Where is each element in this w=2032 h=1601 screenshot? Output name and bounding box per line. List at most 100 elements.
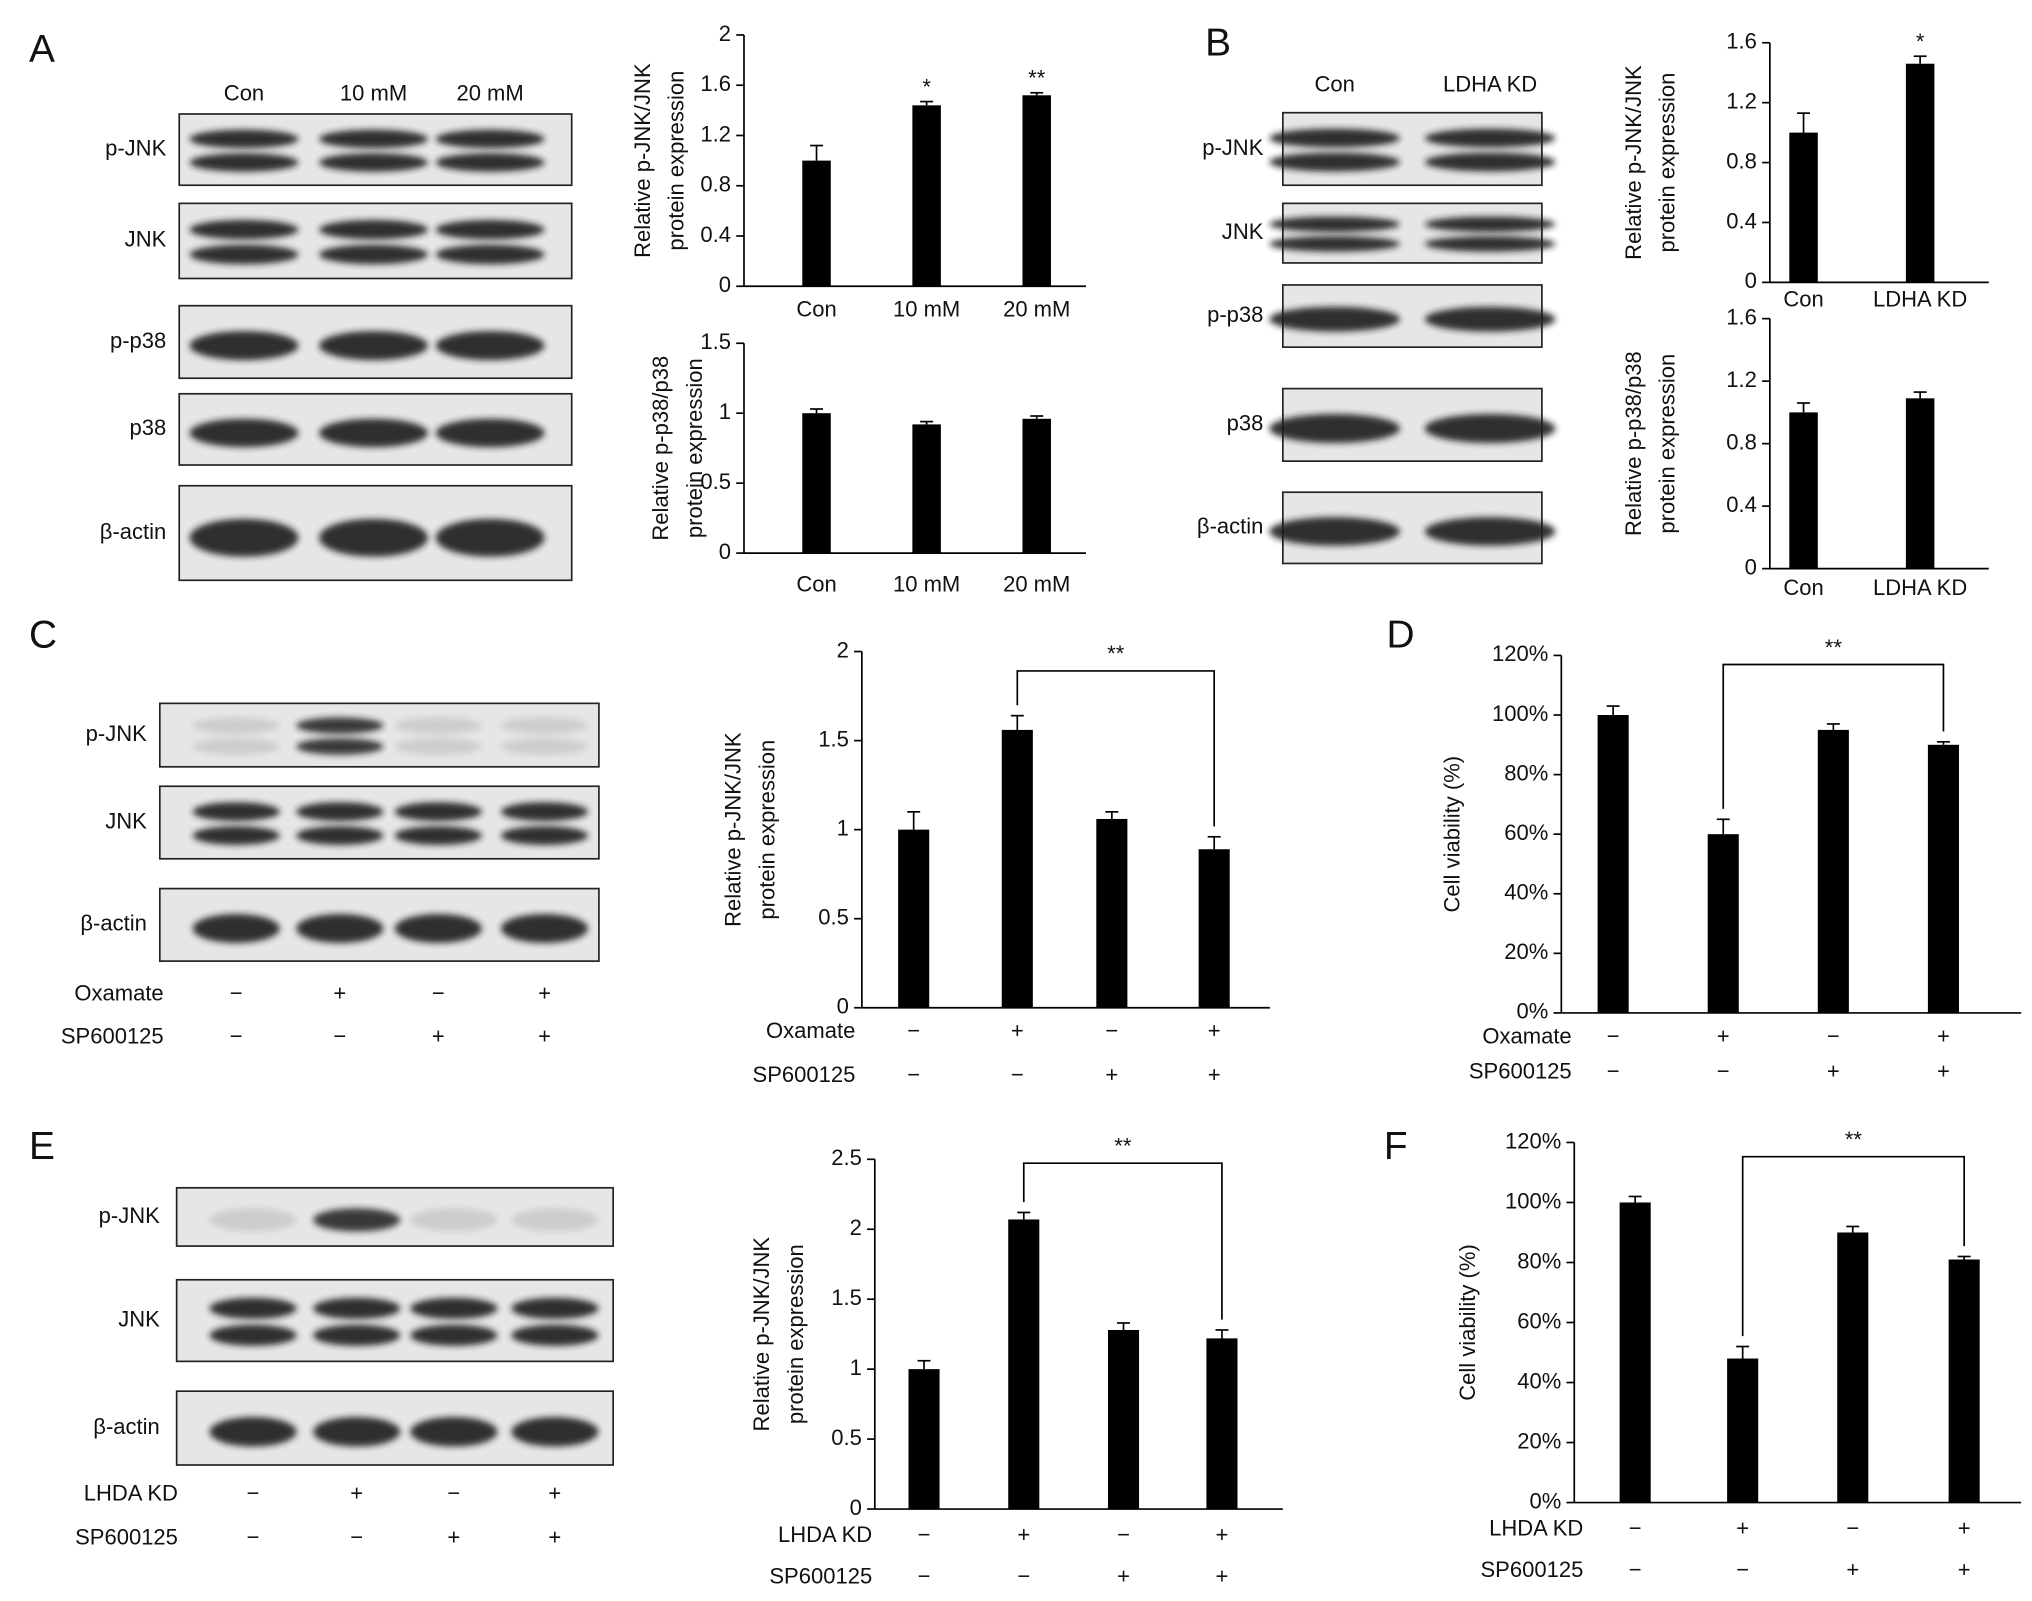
blot-row-label: JNK	[105, 808, 147, 833]
blot-band	[1269, 152, 1400, 172]
treatment-sign: −	[247, 1525, 260, 1550]
bar	[898, 829, 930, 1008]
treatment-sign: +	[1208, 1062, 1221, 1087]
treatment-sign: +	[1958, 1516, 1971, 1541]
y-tick-label: 120%	[1492, 641, 1548, 666]
blot-band	[1269, 306, 1400, 332]
treatment-sign: +	[1011, 1018, 1024, 1043]
treatment-sign: −	[230, 981, 243, 1006]
blot-band	[189, 244, 299, 265]
significance-label: *	[1916, 29, 1925, 54]
bar	[1008, 1219, 1040, 1510]
blot-band	[410, 1324, 498, 1346]
treatment-sign: −	[907, 1018, 920, 1043]
bar	[912, 105, 941, 287]
treatment-sign: −	[432, 981, 445, 1006]
bar	[802, 413, 831, 554]
treatment-name: Oxamate	[1482, 1023, 1571, 1048]
treatment-sign: +	[447, 1525, 460, 1550]
blot-box	[158, 785, 600, 860]
y-axis-label: Relative p-JNK/JNK	[721, 732, 746, 927]
significance-label: **	[1028, 66, 1046, 91]
y-axis-label: protein expression	[1655, 73, 1680, 253]
blot-row-label: p-JNK	[86, 721, 147, 746]
comparison-label: **	[1107, 641, 1125, 666]
treatment-sign: +	[1017, 1522, 1030, 1547]
blot-band	[319, 129, 428, 149]
error-bar	[1017, 1211, 1031, 1220]
y-tick-label: 0	[850, 1495, 862, 1520]
blot-row-label: β-actin	[1197, 514, 1264, 539]
treatment-sign: −	[230, 1023, 243, 1048]
treatment-sign: −	[1736, 1557, 1749, 1582]
y-axis-label: protein expression	[783, 1244, 808, 1424]
x-tick-label: 10 mM	[893, 297, 960, 322]
blot-band	[209, 1417, 297, 1447]
y-tick-label: 1.5	[831, 1285, 862, 1310]
blot-band	[296, 802, 384, 822]
blot-band	[500, 802, 589, 822]
blot-band	[511, 1417, 599, 1447]
blot-band	[313, 1417, 401, 1447]
blot-band	[313, 1324, 401, 1346]
y-tick-label: 0	[719, 272, 731, 297]
blot-band	[435, 331, 545, 361]
y-tick-label: 0.5	[700, 469, 731, 494]
blot-band	[500, 913, 589, 943]
blot-band	[313, 1208, 401, 1232]
blot-band	[1424, 128, 1556, 148]
bar	[1905, 398, 1935, 569]
blot-band	[1424, 306, 1556, 332]
blot-band	[319, 518, 428, 557]
y-axis-label: Relative p-JNK/JNK	[1621, 65, 1646, 260]
treatment-name: LHDA KD	[84, 1481, 178, 1506]
blot-band	[296, 826, 384, 846]
y-tick-label: 2	[850, 1215, 862, 1240]
treatment-sign: +	[548, 1481, 561, 1506]
blot-band	[189, 219, 299, 240]
y-tick-label: 2	[837, 637, 849, 662]
blot-band	[511, 1324, 599, 1346]
significance-label: *	[922, 74, 931, 99]
y-axis-label: protein expression	[664, 71, 689, 251]
treatment-sign: +	[1216, 1563, 1229, 1588]
error-bar	[920, 100, 934, 106]
y-axis-label: Relative p-JNK/JNK	[749, 1237, 774, 1432]
x-tick-label: Con	[796, 571, 836, 596]
blot-row-label: p-JNK	[105, 135, 166, 160]
comparison-label: **	[1845, 1127, 1863, 1152]
blot-box	[1281, 202, 1543, 264]
blot-band	[1424, 152, 1556, 172]
y-axis-label: Cell viability (%)	[1440, 756, 1465, 913]
blot-band	[1269, 216, 1400, 232]
bar	[1096, 818, 1128, 1008]
blot-band	[189, 331, 299, 361]
treatment-sign: −	[1827, 1023, 1840, 1048]
blot-box	[1281, 111, 1543, 187]
blot-band	[1424, 517, 1556, 546]
y-tick-label: 80%	[1504, 760, 1548, 785]
blot-band	[319, 153, 428, 172]
blot-row-label: p38	[1227, 411, 1264, 436]
blot-band	[435, 518, 545, 557]
blot-band	[511, 1297, 599, 1319]
treatment-sign: +	[538, 981, 551, 1006]
blot-band	[192, 826, 280, 846]
blot-row-label: β-actin	[100, 519, 167, 544]
bar	[1905, 63, 1935, 283]
blot-band	[410, 1297, 498, 1319]
treatment-sign: −	[1607, 1058, 1620, 1083]
y-tick-label: 0.4	[1726, 492, 1757, 517]
blot-band	[296, 913, 384, 943]
error-bar	[1105, 810, 1119, 819]
panel-label: A	[29, 28, 55, 71]
blot-band	[435, 418, 545, 448]
y-axis-label: Cell viability (%)	[1455, 1244, 1480, 1401]
blot-band	[435, 153, 545, 172]
error-bar	[907, 810, 921, 830]
y-tick-label: 1.5	[818, 726, 849, 751]
y-axis-label: protein expression	[682, 358, 707, 538]
treatment-sign: +	[1958, 1557, 1971, 1582]
bar	[1198, 849, 1230, 1008]
blot-band	[1269, 517, 1400, 546]
